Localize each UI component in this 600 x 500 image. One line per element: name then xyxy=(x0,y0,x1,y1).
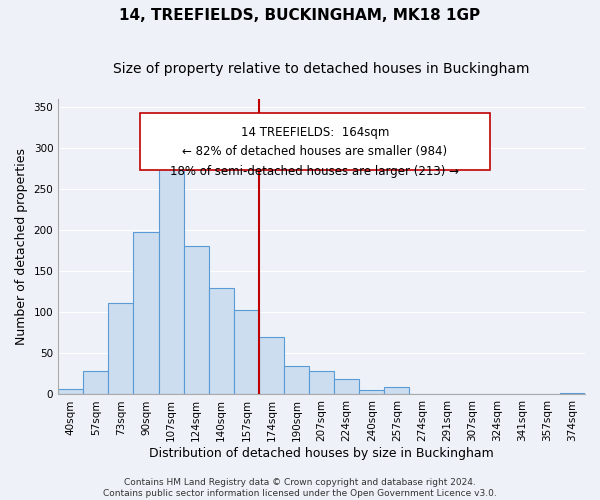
Text: 18% of semi-detached houses are larger (213) →: 18% of semi-detached houses are larger (… xyxy=(170,164,460,177)
Title: Size of property relative to detached houses in Buckingham: Size of property relative to detached ho… xyxy=(113,62,530,76)
Text: Contains HM Land Registry data © Crown copyright and database right 2024.
Contai: Contains HM Land Registry data © Crown c… xyxy=(103,478,497,498)
X-axis label: Distribution of detached houses by size in Buckingham: Distribution of detached houses by size … xyxy=(149,447,494,460)
Text: ← 82% of detached houses are smaller (984): ← 82% of detached houses are smaller (98… xyxy=(182,146,448,158)
Bar xyxy=(209,288,234,395)
Bar xyxy=(184,246,209,394)
FancyBboxPatch shape xyxy=(140,114,490,170)
Bar xyxy=(334,379,359,394)
Bar xyxy=(359,390,385,394)
Bar xyxy=(284,366,309,394)
Bar xyxy=(133,232,158,394)
Bar xyxy=(158,154,184,394)
Y-axis label: Number of detached properties: Number of detached properties xyxy=(15,148,28,345)
Bar xyxy=(234,310,259,394)
Bar xyxy=(259,337,284,394)
Bar xyxy=(58,388,83,394)
Bar xyxy=(83,370,109,394)
Bar xyxy=(109,303,133,394)
Text: 14 TREEFIELDS:  164sqm: 14 TREEFIELDS: 164sqm xyxy=(241,126,389,139)
Bar xyxy=(560,393,585,394)
Bar xyxy=(309,372,334,394)
Bar xyxy=(385,387,409,394)
Text: 14, TREEFIELDS, BUCKINGHAM, MK18 1GP: 14, TREEFIELDS, BUCKINGHAM, MK18 1GP xyxy=(119,8,481,22)
